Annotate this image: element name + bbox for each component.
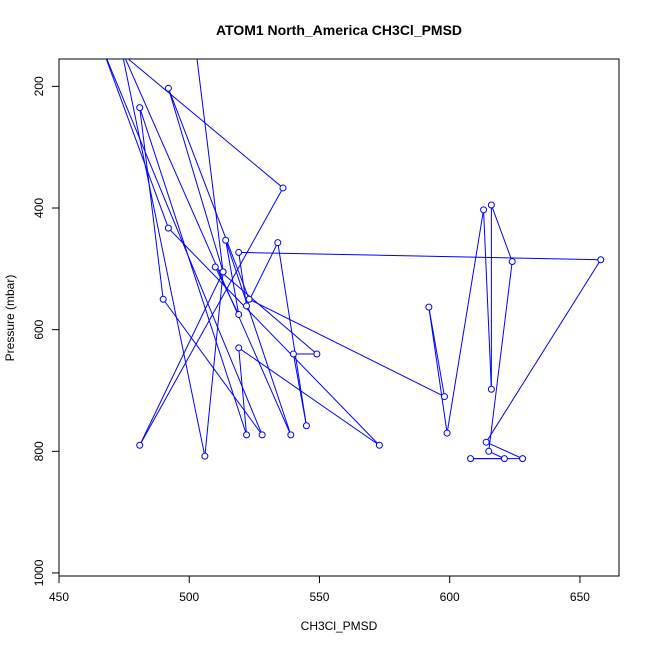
- y-axis: 200 400 600 800 1000: [32, 76, 59, 586]
- series-line-segment: [122, 59, 206, 457]
- series-line-segment: [238, 347, 380, 446]
- series-line-segment: [196, 59, 224, 272]
- x-axis-label: CH3Cl_PMSD: [301, 619, 378, 633]
- y-tick-label: 200: [32, 76, 46, 96]
- series-line-segment: [139, 107, 164, 300]
- data-point: [302, 422, 310, 430]
- series-line-segment: [167, 88, 250, 300]
- series-line-segment: [488, 261, 513, 452]
- series-line-segment: [162, 298, 263, 436]
- series-line-segment: [246, 242, 279, 307]
- series-line-segment: [105, 59, 169, 229]
- x-tick-label: 600: [440, 590, 460, 604]
- series-line-segment: [225, 240, 240, 315]
- data-point: [211, 263, 219, 271]
- series-line-segment: [238, 251, 601, 261]
- series-line-segment: [168, 227, 380, 446]
- data-point: [482, 438, 490, 446]
- data-point: [279, 184, 287, 192]
- data-point: [425, 303, 433, 311]
- y-tick-label: 800: [32, 441, 46, 461]
- plot-frame: [58, 58, 620, 577]
- y-tick-label: 400: [32, 198, 46, 218]
- series-line-segment: [483, 209, 492, 390]
- data-point: [243, 431, 251, 439]
- data-point: [222, 236, 230, 244]
- data-point: [485, 447, 493, 455]
- data-point: [164, 84, 172, 92]
- data-point: [235, 344, 243, 352]
- x-tick-label: 500: [179, 590, 199, 604]
- x-tick-label: 650: [570, 590, 590, 604]
- series-line-segment: [292, 353, 307, 426]
- data-point: [313, 350, 321, 358]
- series-line-segment: [124, 59, 292, 436]
- series-line-segment: [106, 59, 263, 436]
- y-tick-label: 600: [32, 319, 46, 339]
- data-point: [487, 201, 495, 209]
- chart-title: ATOM1 North_America CH3Cl_PMSD: [216, 22, 462, 38]
- x-axis: 450 500 550 600 650: [49, 576, 590, 604]
- series-line-segment: [225, 240, 292, 436]
- series-line-segment: [485, 441, 523, 460]
- data-point: [375, 441, 383, 449]
- data-point: [243, 302, 251, 310]
- series-line-segment: [139, 187, 284, 446]
- data-point: [440, 393, 448, 401]
- data-point: [480, 206, 488, 214]
- data-point: [136, 441, 144, 449]
- series-line-segment: [214, 266, 318, 355]
- x-tick-label: 450: [49, 590, 69, 604]
- data-point: [164, 224, 172, 232]
- data-point: [519, 455, 527, 463]
- y-axis-label: Pressure (mbar): [3, 275, 17, 362]
- data-point: [136, 104, 144, 112]
- data-point: [274, 239, 282, 247]
- series-line-segment: [485, 259, 602, 443]
- data-point: [245, 295, 253, 303]
- data-point: [500, 455, 508, 463]
- data-point: [159, 295, 167, 303]
- data-point: [235, 248, 243, 256]
- series-line-segment: [428, 307, 448, 434]
- series-line-segment: [238, 347, 248, 435]
- data-point: [487, 385, 495, 393]
- series-line-segment: [490, 204, 513, 262]
- series-line-segment: [238, 252, 248, 307]
- x-tick-label: 550: [309, 590, 329, 604]
- series-line-segment: [277, 242, 307, 426]
- data-point: [443, 429, 451, 437]
- data-point: [258, 431, 266, 439]
- series-line-segment: [204, 271, 224, 457]
- series-lines: [105, 59, 602, 460]
- series-line-segment: [446, 209, 485, 434]
- data-point: [597, 256, 605, 264]
- series-line-segment: [248, 298, 445, 398]
- series-line-segment: [127, 59, 284, 189]
- data-point: [289, 350, 297, 358]
- data-point: [467, 455, 475, 463]
- data-point: [235, 310, 243, 318]
- data-point: [219, 268, 227, 276]
- series-line-segment: [167, 88, 224, 273]
- data-point: [508, 258, 516, 266]
- data-point: [201, 452, 209, 460]
- series-line-segment: [139, 107, 248, 436]
- y-tick-label: 1000: [32, 559, 46, 586]
- series-points: [136, 84, 605, 463]
- series-line-segment: [139, 271, 224, 446]
- data-point: [287, 431, 295, 439]
